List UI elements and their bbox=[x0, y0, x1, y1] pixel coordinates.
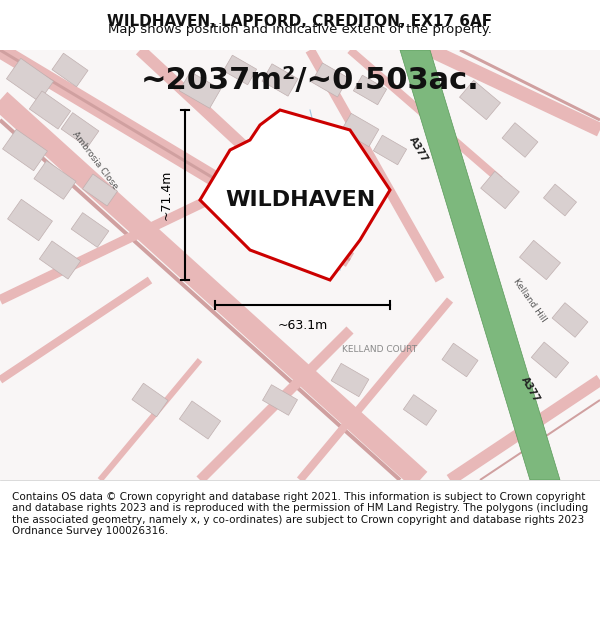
Bar bbox=[83, 174, 118, 206]
Bar bbox=[552, 302, 588, 338]
Polygon shape bbox=[347, 47, 503, 183]
Polygon shape bbox=[0, 176, 252, 304]
Polygon shape bbox=[98, 358, 202, 482]
Polygon shape bbox=[0, 43, 354, 267]
Bar bbox=[40, 241, 80, 279]
Bar bbox=[52, 53, 88, 87]
Polygon shape bbox=[0, 119, 401, 481]
Text: WILDHAVEN: WILDHAVEN bbox=[225, 190, 375, 210]
Polygon shape bbox=[196, 326, 353, 484]
Bar bbox=[61, 112, 99, 148]
Text: A377: A377 bbox=[407, 136, 429, 164]
Polygon shape bbox=[479, 399, 600, 481]
Polygon shape bbox=[136, 46, 284, 184]
Polygon shape bbox=[0, 277, 152, 383]
Bar bbox=[532, 342, 569, 378]
Polygon shape bbox=[446, 375, 600, 485]
Text: ~63.1m: ~63.1m bbox=[277, 319, 328, 332]
Bar bbox=[8, 199, 52, 241]
Text: Ambrosia Close: Ambrosia Close bbox=[70, 129, 119, 191]
Polygon shape bbox=[297, 298, 453, 482]
Bar bbox=[331, 363, 369, 397]
Polygon shape bbox=[427, 44, 600, 136]
Bar bbox=[223, 55, 257, 85]
Bar bbox=[71, 213, 109, 248]
Polygon shape bbox=[460, 49, 600, 121]
Polygon shape bbox=[0, 49, 351, 261]
Polygon shape bbox=[305, 48, 445, 282]
Bar bbox=[311, 63, 349, 97]
Text: ~71.4m: ~71.4m bbox=[160, 170, 173, 220]
Text: Map shows position and indicative extent of the property.: Map shows position and indicative extent… bbox=[108, 23, 492, 36]
Bar bbox=[353, 75, 386, 105]
Text: Kelland Hill: Kelland Hill bbox=[512, 277, 548, 323]
Text: A377: A377 bbox=[519, 376, 541, 404]
Text: WILDHAVEN, LAPFORD, CREDITON, EX17 6AF: WILDHAVEN, LAPFORD, CREDITON, EX17 6AF bbox=[107, 14, 493, 29]
Bar bbox=[2, 129, 47, 171]
Bar bbox=[179, 72, 221, 108]
Polygon shape bbox=[200, 110, 390, 280]
Polygon shape bbox=[0, 92, 427, 488]
Bar bbox=[262, 64, 298, 96]
Text: ~2037m²/~0.503ac.: ~2037m²/~0.503ac. bbox=[140, 66, 479, 94]
Text: KELLAND COURT: KELLAND COURT bbox=[343, 346, 418, 354]
Bar bbox=[7, 58, 53, 102]
Bar bbox=[263, 385, 298, 415]
Bar bbox=[29, 91, 71, 129]
Polygon shape bbox=[400, 50, 560, 480]
Bar bbox=[460, 81, 500, 119]
Bar bbox=[481, 171, 520, 209]
Bar bbox=[132, 383, 168, 417]
Bar bbox=[373, 135, 407, 165]
Bar bbox=[179, 401, 221, 439]
Bar bbox=[341, 113, 379, 147]
Bar bbox=[442, 343, 478, 377]
Bar bbox=[544, 184, 577, 216]
Bar bbox=[502, 122, 538, 158]
Bar bbox=[403, 394, 437, 426]
Text: Contains OS data © Crown copyright and database right 2021. This information is : Contains OS data © Crown copyright and d… bbox=[12, 492, 588, 536]
Bar bbox=[520, 241, 560, 279]
Bar bbox=[34, 161, 76, 199]
